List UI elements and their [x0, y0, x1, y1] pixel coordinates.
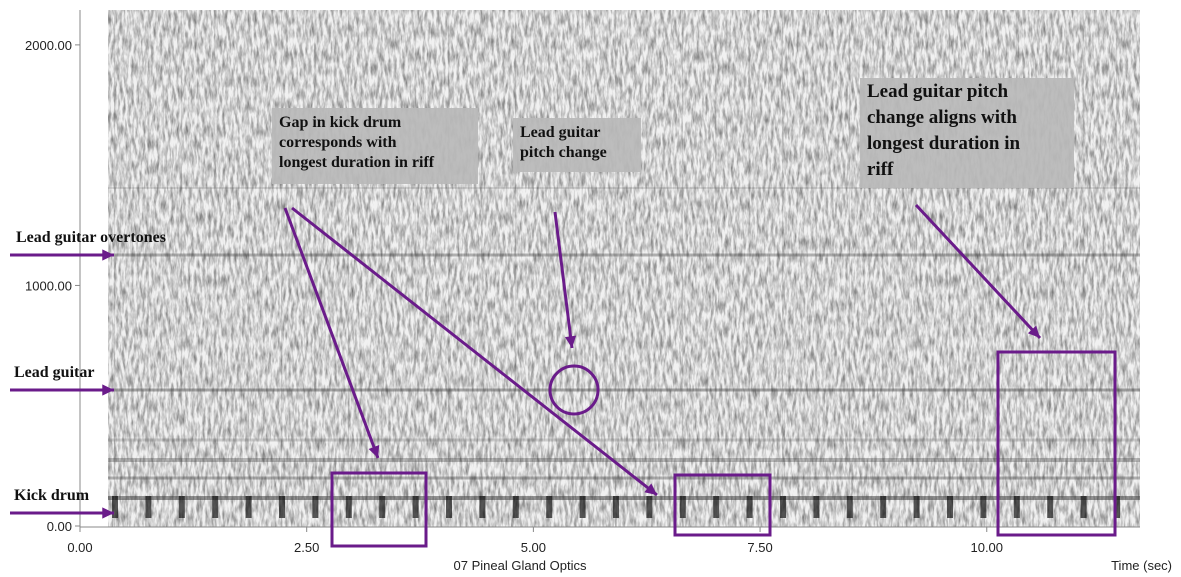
annotation-text: longest duration in	[867, 133, 1021, 154]
annotation-text: pitch change	[520, 144, 607, 161]
x-tick-label: 2.50	[294, 540, 319, 555]
onset-line	[348, 10, 349, 527]
annotation-text: Gap in kick drum	[279, 114, 402, 131]
y-tick-label: 1000.00	[25, 278, 72, 293]
onset-line	[1083, 10, 1084, 527]
annotation-text: Lead guitar pitch	[867, 81, 1009, 102]
onset-line	[682, 10, 683, 527]
onset-line	[181, 10, 182, 527]
band-label: Kick drum	[14, 487, 90, 504]
onset-line	[615, 10, 616, 527]
onset-line	[214, 10, 215, 527]
onset-line	[548, 10, 549, 527]
annotation-text: longest duration in riff	[279, 154, 435, 171]
onset-line	[481, 10, 482, 527]
band-label: Lead guitar overtones	[16, 229, 166, 246]
onset-line	[314, 10, 315, 527]
onset-line	[782, 10, 783, 527]
onset-line	[415, 10, 416, 527]
annotation-text: corresponds with	[279, 134, 397, 151]
onset-line	[515, 10, 516, 527]
onset-line	[815, 10, 816, 527]
onset-line	[281, 10, 282, 527]
annotation-text: riff	[867, 159, 894, 180]
onset-line	[114, 10, 115, 527]
x-axis-unit: Time (sec)	[1111, 558, 1172, 573]
y-tick-label: 2000.00	[25, 38, 72, 53]
harmonic-band	[108, 439, 1140, 442]
chart: 07 Pineal Gland Optics Time (sec) Lead g…	[0, 0, 1181, 577]
onset-line	[648, 10, 649, 527]
onset-line	[381, 10, 382, 527]
onset-line	[448, 10, 449, 527]
harmonic-band	[108, 389, 1140, 392]
x-axis-title: 07 Pineal Gland Optics	[454, 558, 587, 573]
x-tick-label: 10.00	[970, 540, 1003, 555]
onset-line	[849, 10, 850, 527]
harmonic-band	[108, 458, 1140, 462]
y-tick-label: 0.00	[47, 519, 72, 534]
onset-line	[715, 10, 716, 527]
annotation-text: Lead guitar	[520, 124, 600, 141]
onset-line	[749, 10, 750, 527]
annotation-text: change aligns with	[867, 107, 1017, 128]
harmonic-band	[108, 254, 1140, 257]
x-tick-label: 0.00	[67, 540, 92, 555]
onset-line	[582, 10, 583, 527]
harmonic-band	[108, 477, 1140, 480]
onset-line	[248, 10, 249, 527]
band-label: Lead guitar	[14, 364, 94, 381]
x-tick-label: 5.00	[521, 540, 546, 555]
onset-line	[147, 10, 148, 527]
x-tick-label: 7.50	[747, 540, 772, 555]
